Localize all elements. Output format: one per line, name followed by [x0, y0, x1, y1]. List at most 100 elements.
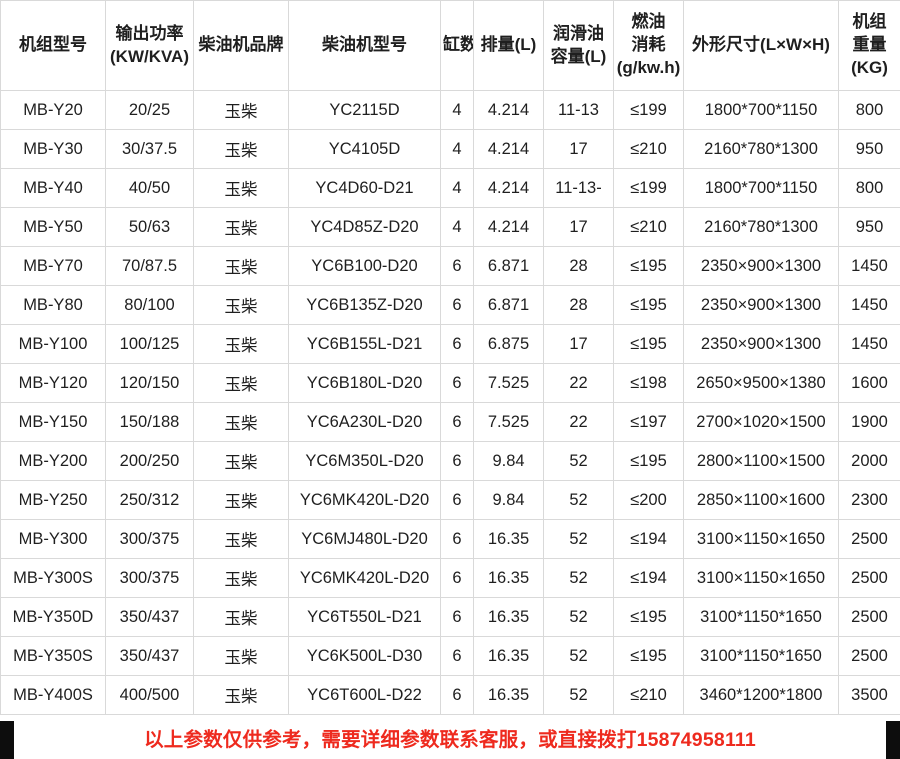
cell-lube-oil-capacity: 28	[544, 247, 614, 286]
cell-engine-model: YC4D85Z-D20	[289, 208, 441, 247]
column-header-line: 缸数	[443, 34, 471, 57]
cell-cylinders: 6	[441, 364, 474, 403]
cell-engine-model: YC2115D	[289, 91, 441, 130]
cell-engine-brand: 玉柴	[194, 559, 289, 598]
cell-output-power: 400/500	[106, 676, 194, 715]
cell-engine-model: YC6MK420L-D20	[289, 481, 441, 520]
column-header-line: (KW/KVA)	[108, 46, 191, 69]
column-header-engine-model: 柴油机型号	[289, 1, 441, 91]
cell-fuel-consumption: ≤194	[614, 520, 684, 559]
cell-fuel-consumption: ≤195	[614, 598, 684, 637]
table-header: 机组型号输出功率(KW/KVA)柴油机品牌柴油机型号缸数排量(L)润滑油容量(L…	[1, 1, 900, 91]
cell-output-power: 70/87.5	[106, 247, 194, 286]
cell-weight: 950	[839, 208, 900, 247]
cell-fuel-consumption: ≤195	[614, 286, 684, 325]
cell-output-power: 80/100	[106, 286, 194, 325]
cell-dimensions: 3100*1150*1650	[684, 598, 839, 637]
cell-engine-brand: 玉柴	[194, 520, 289, 559]
cell-engine-model: YC6B180L-D20	[289, 364, 441, 403]
cell-output-power: 150/188	[106, 403, 194, 442]
cell-fuel-consumption: ≤195	[614, 637, 684, 676]
cell-dimensions: 2350×900×1300	[684, 286, 839, 325]
column-header-line: 输出功率	[108, 23, 191, 46]
cell-model: MB-Y120	[1, 364, 106, 403]
cell-engine-brand: 玉柴	[194, 286, 289, 325]
spec-sheet-page: 机组型号输出功率(KW/KVA)柴油机品牌柴油机型号缸数排量(L)润滑油容量(L…	[0, 0, 900, 722]
cell-cylinders: 4	[441, 208, 474, 247]
cell-model: MB-Y350D	[1, 598, 106, 637]
cell-dimensions: 2700×1020×1500	[684, 403, 839, 442]
cell-weight: 3500	[839, 676, 900, 715]
cell-model: MB-Y70	[1, 247, 106, 286]
cell-output-power: 100/125	[106, 325, 194, 364]
cell-displacement: 16.35	[474, 676, 544, 715]
cell-weight: 800	[839, 91, 900, 130]
cell-fuel-consumption: ≤195	[614, 325, 684, 364]
cell-engine-brand: 玉柴	[194, 598, 289, 637]
cell-lube-oil-capacity: 22	[544, 364, 614, 403]
cell-weight: 950	[839, 130, 900, 169]
cell-lube-oil-capacity: 28	[544, 286, 614, 325]
column-header-output-power: 输出功率(KW/KVA)	[106, 1, 194, 91]
cell-dimensions: 2160*780*1300	[684, 208, 839, 247]
cell-model: MB-Y150	[1, 403, 106, 442]
cell-fuel-consumption: ≤197	[614, 403, 684, 442]
cell-output-power: 40/50	[106, 169, 194, 208]
cell-cylinders: 6	[441, 598, 474, 637]
cell-output-power: 30/37.5	[106, 130, 194, 169]
left-edge-marker	[0, 721, 14, 759]
cell-displacement: 6.871	[474, 247, 544, 286]
cell-dimensions: 1800*700*1150	[684, 91, 839, 130]
column-header-line: 机组型号	[3, 34, 103, 57]
cell-dimensions: 1800*700*1150	[684, 169, 839, 208]
cell-engine-brand: 玉柴	[194, 247, 289, 286]
cell-engine-model: YC6B135Z-D20	[289, 286, 441, 325]
cell-model: MB-Y400S	[1, 676, 106, 715]
cell-displacement: 4.214	[474, 169, 544, 208]
cell-engine-model: YC6T600L-D22	[289, 676, 441, 715]
cell-engine-model: YC6T550L-D21	[289, 598, 441, 637]
cell-model: MB-Y300S	[1, 559, 106, 598]
cell-lube-oil-capacity: 11-13	[544, 91, 614, 130]
cell-lube-oil-capacity: 52	[544, 442, 614, 481]
cell-model: MB-Y30	[1, 130, 106, 169]
cell-dimensions: 2160*780*1300	[684, 130, 839, 169]
cell-weight: 2500	[839, 520, 900, 559]
cell-displacement: 16.35	[474, 637, 544, 676]
cell-weight: 1450	[839, 247, 900, 286]
column-header-weight: 机组重量(KG)	[839, 1, 900, 91]
cell-output-power: 350/437	[106, 598, 194, 637]
cell-lube-oil-capacity: 52	[544, 481, 614, 520]
cell-lube-oil-capacity: 17	[544, 130, 614, 169]
cell-engine-brand: 玉柴	[194, 676, 289, 715]
cell-model: MB-Y350S	[1, 637, 106, 676]
column-header-displacement: 排量(L)	[474, 1, 544, 91]
cell-engine-brand: 玉柴	[194, 208, 289, 247]
cell-cylinders: 6	[441, 403, 474, 442]
cell-lube-oil-capacity: 52	[544, 637, 614, 676]
cell-dimensions: 2850×1100×1600	[684, 481, 839, 520]
cell-output-power: 250/312	[106, 481, 194, 520]
cell-output-power: 50/63	[106, 208, 194, 247]
cell-dimensions: 3100*1150*1650	[684, 637, 839, 676]
cell-cylinders: 4	[441, 130, 474, 169]
cell-engine-model: YC4105D	[289, 130, 441, 169]
cell-dimensions: 2350×900×1300	[684, 325, 839, 364]
cell-output-power: 350/437	[106, 637, 194, 676]
cell-weight: 2300	[839, 481, 900, 520]
cell-weight: 2000	[839, 442, 900, 481]
cell-dimensions: 2350×900×1300	[684, 247, 839, 286]
cell-lube-oil-capacity: 22	[544, 403, 614, 442]
column-header-line: (KG)	[841, 57, 898, 80]
cell-dimensions: 3460*1200*1800	[684, 676, 839, 715]
cell-engine-model: YC6K500L-D30	[289, 637, 441, 676]
cell-engine-model: YC4D60-D21	[289, 169, 441, 208]
cell-cylinders: 6	[441, 325, 474, 364]
cell-displacement: 9.84	[474, 442, 544, 481]
column-header-line: 容量(L)	[546, 46, 611, 69]
cell-dimensions: 2800×1100×1500	[684, 442, 839, 481]
